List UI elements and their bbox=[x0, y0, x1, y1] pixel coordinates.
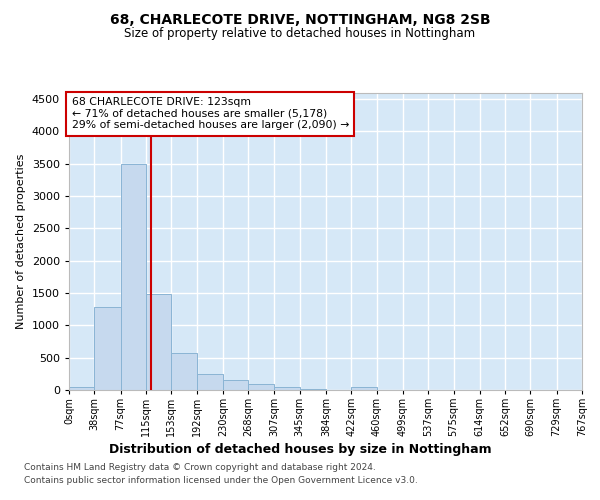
Bar bbox=[172, 353, 197, 390]
Text: Contains public sector information licensed under the Open Government Licence v3: Contains public sector information licen… bbox=[24, 476, 418, 485]
Y-axis label: Number of detached properties: Number of detached properties bbox=[16, 154, 26, 329]
Bar bbox=[69, 387, 94, 390]
Bar bbox=[248, 384, 274, 390]
Bar bbox=[351, 387, 377, 390]
Text: 68 CHARLECOTE DRIVE: 123sqm
← 71% of detached houses are smaller (5,178)
29% of : 68 CHARLECOTE DRIVE: 123sqm ← 71% of det… bbox=[71, 97, 349, 130]
Bar bbox=[146, 294, 172, 390]
Text: Size of property relative to detached houses in Nottingham: Size of property relative to detached ho… bbox=[124, 28, 476, 40]
Bar bbox=[121, 164, 146, 390]
Text: Distribution of detached houses by size in Nottingham: Distribution of detached houses by size … bbox=[109, 442, 491, 456]
Bar bbox=[223, 380, 248, 390]
Text: Contains HM Land Registry data © Crown copyright and database right 2024.: Contains HM Land Registry data © Crown c… bbox=[24, 464, 376, 472]
Bar bbox=[274, 387, 300, 390]
Bar bbox=[197, 374, 223, 390]
Text: 68, CHARLECOTE DRIVE, NOTTINGHAM, NG8 2SB: 68, CHARLECOTE DRIVE, NOTTINGHAM, NG8 2S… bbox=[110, 12, 490, 26]
Bar bbox=[94, 307, 121, 390]
